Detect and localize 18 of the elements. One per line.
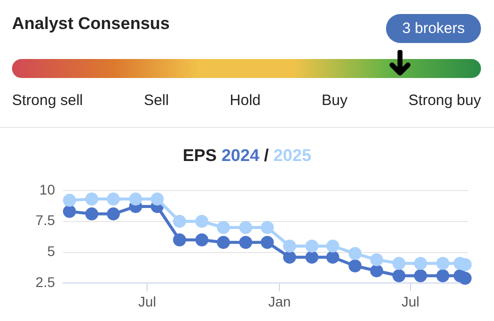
category-label: Buy [322, 92, 348, 109]
text: / [264, 146, 269, 165]
x-tick-label: Jan [268, 293, 291, 310]
category-label: Hold [230, 92, 261, 109]
y-tick-label: 10 [39, 181, 56, 198]
y-tick-label: 7.5 [36, 212, 56, 228]
chart-title: EPS [182, 146, 217, 165]
text: 3 brokers [386, 14, 481, 43]
text: 2025 [273, 146, 312, 165]
y-tick-label: 5 [47, 243, 56, 260]
text: Analyst Consensus [12, 14, 170, 34]
category-label: Sell [144, 92, 169, 109]
y-tick-label: 2.5 [36, 274, 56, 290]
text: 2024 [221, 146, 260, 165]
x-tick-label: Jul [402, 293, 420, 310]
category-label: Strong buy [408, 92, 481, 109]
x-tick-label: Jul [138, 293, 156, 310]
category-label: Strong sell [12, 92, 83, 109]
